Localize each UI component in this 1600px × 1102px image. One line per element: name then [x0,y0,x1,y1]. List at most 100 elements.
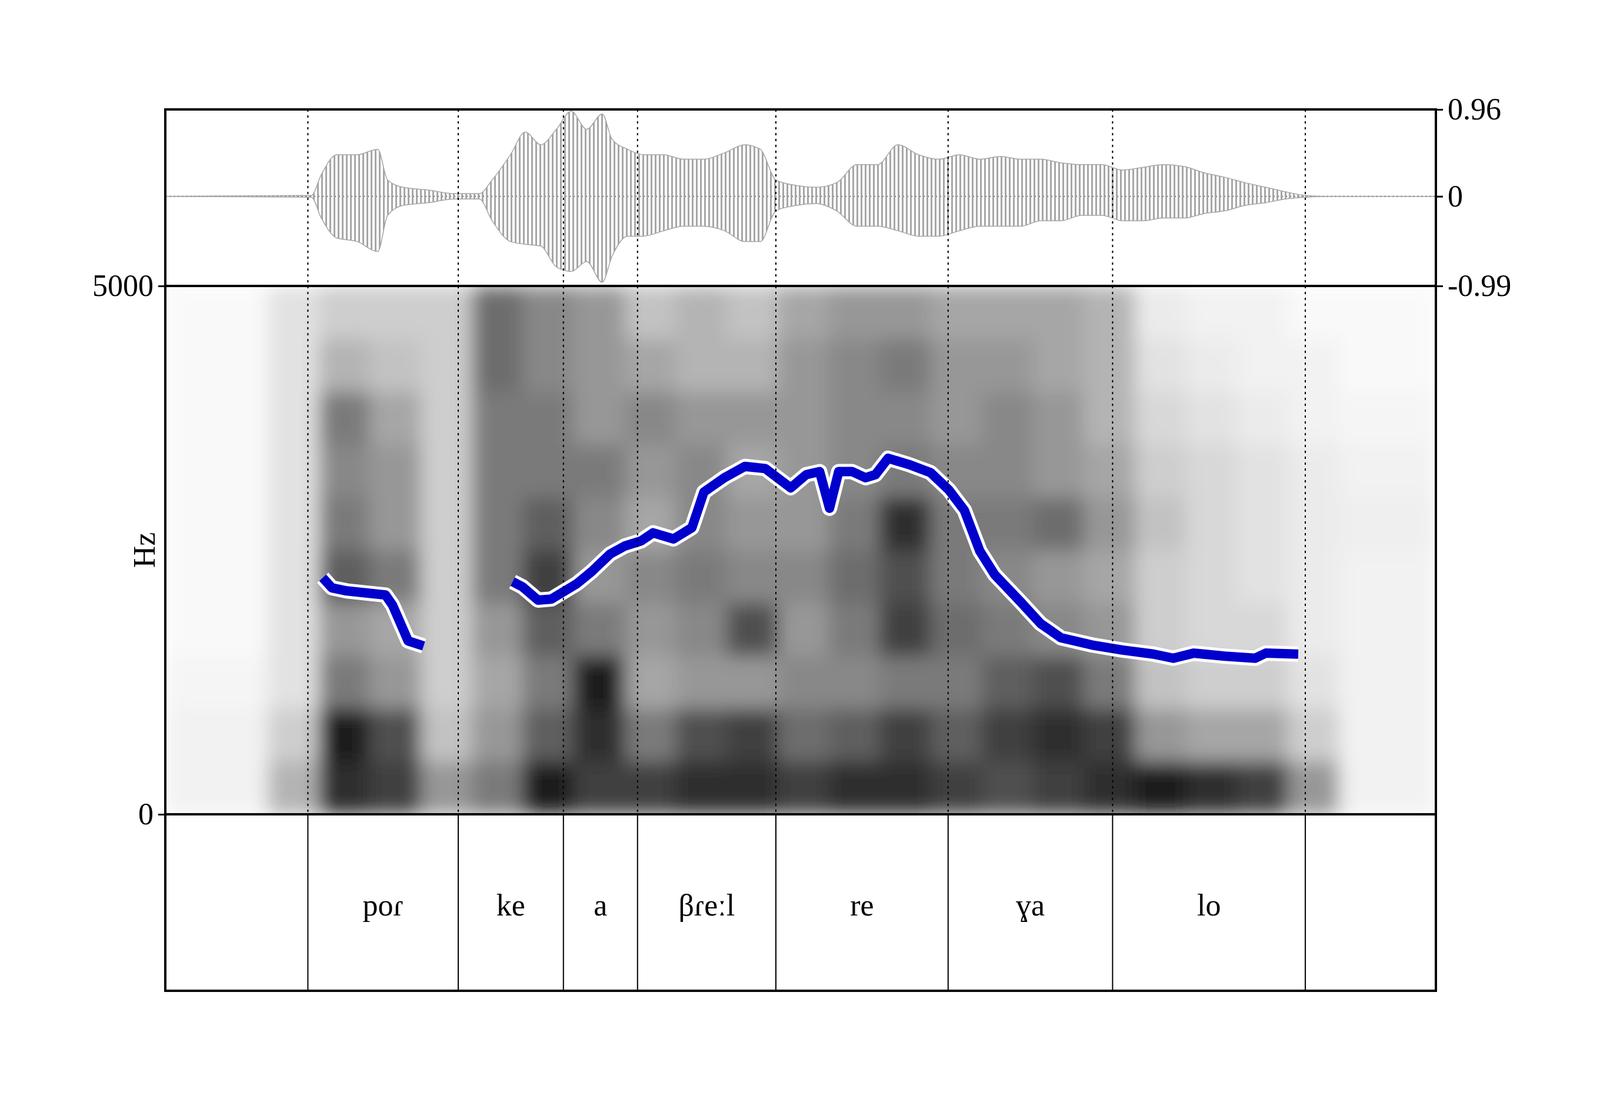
spectrogram-cell [573,391,626,445]
spectrogram-cell [981,655,1033,709]
spectrogram-cell [1185,444,1238,498]
spectrogram-cell [1032,391,1085,445]
spectrogram-cell [879,761,931,815]
tick: -0.99 [1435,268,1512,303]
spectrogram-cell [1390,602,1436,656]
boundary-dotted [562,109,565,815]
spectrogram-cell [420,655,472,709]
tick-label: 0.96 [1447,92,1502,126]
spectrogram-cell [1390,338,1436,392]
spectrogram-cell [369,285,422,339]
spectrogram-cell [573,655,626,709]
spectrogram-cell [1339,338,1391,392]
spectrogram-cell [1185,761,1238,815]
spectrogram-cell [1390,444,1436,498]
spectrogram-cell [1339,761,1391,815]
spectrogram-cell [1083,550,1136,603]
spectrogram-cell [981,761,1033,815]
spectrogram-cell [1287,550,1340,603]
spectrogram-cell [879,338,931,392]
panel-divider [165,284,1436,288]
tick-label: 5000 [92,268,154,303]
spectrogram-cell [930,338,983,392]
waveform [165,111,1436,283]
spectrogram-cell [1390,550,1436,603]
spectrogram-cell [369,497,422,550]
spectrogram-cell [1237,761,1289,815]
spectrogram-cell [1135,708,1187,762]
spectrogram-cell [1185,550,1238,603]
spectrogram-cell [522,285,574,339]
frame [165,109,1436,991]
interval-label: a [593,888,608,922]
spectrogram-cell [981,444,1033,498]
spectrogram-cell [420,285,472,339]
spectrogram-cell [675,550,728,603]
spectrogram-cell [675,602,728,656]
spectrogram-cell [1083,655,1136,709]
spectrogram-cell [1339,285,1391,339]
spectrogram-cell [471,391,523,445]
axis-line [1436,110,1444,287]
spectrogram-cell [420,550,472,603]
tick-label: 0 [1447,179,1463,213]
spectrogram-cell [420,708,472,762]
spectrogram-cell [573,708,626,762]
spectrogram-cell [981,285,1033,339]
spectrogram-cell [778,708,830,762]
interval-label: ɣa [1015,888,1045,922]
spectrogram-cell [1339,708,1391,762]
boundary [637,814,639,991]
spectrogram-cell [165,338,217,392]
spectrogram-cell [778,285,830,339]
tick-label: 0 [138,797,154,831]
spectrogram-cell [1135,497,1187,550]
pitch-outline [322,458,1299,659]
spectrogram-cell [675,655,728,709]
spectrogram-cell [1287,391,1340,445]
boundary [775,814,777,991]
spectrogram-cell [624,602,676,656]
spectrogram-cell [215,338,268,392]
spectrogram-cell [165,444,217,498]
boundary-dotted [775,109,777,815]
spectrogram-cell [471,444,523,498]
spectrogram-cell [624,285,676,339]
spectrogram-cell [1135,338,1187,392]
spectrogram-cell [471,338,523,392]
spectrogram-cell [318,444,370,498]
spectrogram-cell [318,497,370,550]
spectrogram-cell [471,550,523,603]
y-axis-waveform: -0.99 0 0.96 [1435,92,1512,303]
spectrogram-cell [522,497,574,550]
spectrogram-cell [165,497,217,550]
tick: 0 [1435,179,1463,213]
spectrogram-cell [318,761,370,815]
spectrogram-cell [828,708,880,762]
spectrogram-cell [1032,285,1085,339]
spectrogram-cell [1390,708,1436,762]
spectrogram-cell [215,602,268,656]
boundary [457,814,459,991]
spectrogram-cell [879,391,931,445]
spectrogram-cell [267,602,319,656]
spectrogram-cell [471,285,523,339]
spectrogram-cell [215,708,268,762]
spectrogram-cell [1287,761,1340,815]
boundary-dotted [1304,109,1306,815]
spectrogram-cell [1390,655,1436,709]
spectrogram-cell [267,444,319,498]
boundary-dotted [457,109,459,815]
spectrogram-cell [1032,444,1085,498]
spectrogram-cell [726,761,779,815]
spectrogram-cell [1287,285,1340,339]
spectrogram-cell [471,708,523,762]
spectrogram-cell [215,391,268,445]
boundary-dotted [307,109,309,815]
spectrogram-cell [165,550,217,603]
spectrogram-cell [369,761,422,815]
spectrogram-cell [624,655,676,709]
spectrogram-cell [1032,708,1085,762]
spectrogram-cell [420,602,472,656]
spectrogram-cell [573,761,626,815]
